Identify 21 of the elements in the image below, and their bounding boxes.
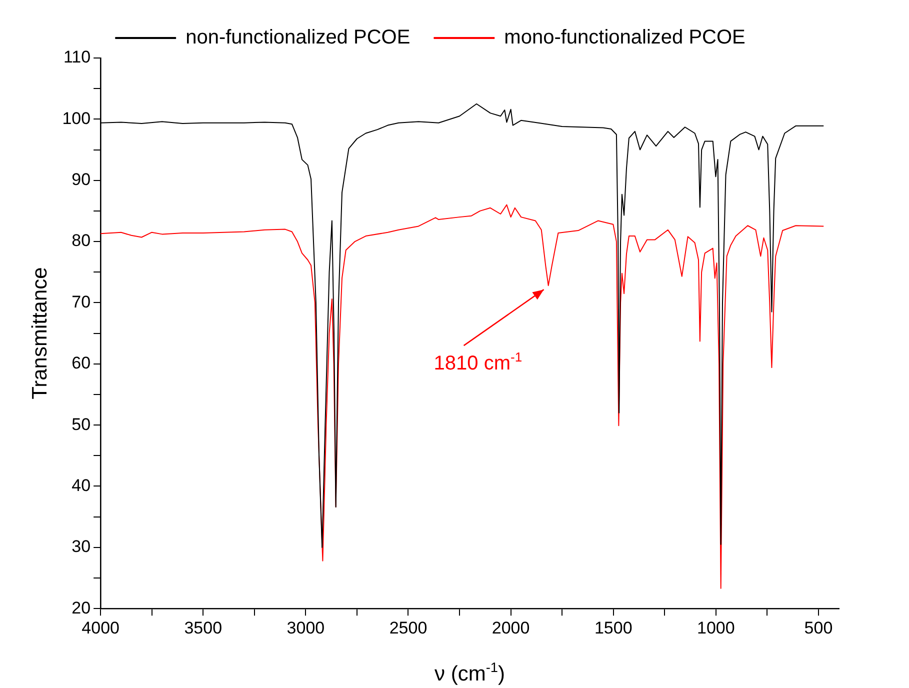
y-tick-label: 70 [72, 292, 91, 312]
y-tick-label: 50 [72, 414, 91, 434]
y-tick-label: 100 [62, 108, 91, 128]
x-tick-label: 4000 [82, 618, 120, 638]
legend-label: mono-functionalized PCOE [504, 26, 746, 49]
x-tick-label: 3000 [286, 618, 325, 638]
y-tick-label: 80 [72, 231, 91, 250]
y-tick-label: 60 [72, 354, 91, 373]
y-tick-label: 40 [72, 476, 91, 495]
x-tick-label: 2500 [389, 618, 428, 638]
x-tick-label: 1500 [594, 618, 632, 638]
x-tick-label: 500 [804, 618, 833, 638]
y-tick-label: 90 [72, 170, 91, 190]
legend-label: non-functionalized PCOE [186, 26, 410, 49]
x-tick-label: 3500 [184, 618, 222, 638]
y-axis-title: Transmittance [28, 267, 52, 400]
x-tick-label: 2000 [492, 618, 530, 638]
y-tick-label: 30 [72, 537, 91, 556]
x-tick-label: 1000 [697, 618, 735, 638]
y-tick-label: 20 [72, 598, 91, 618]
y-tick-label: 110 [63, 48, 91, 67]
